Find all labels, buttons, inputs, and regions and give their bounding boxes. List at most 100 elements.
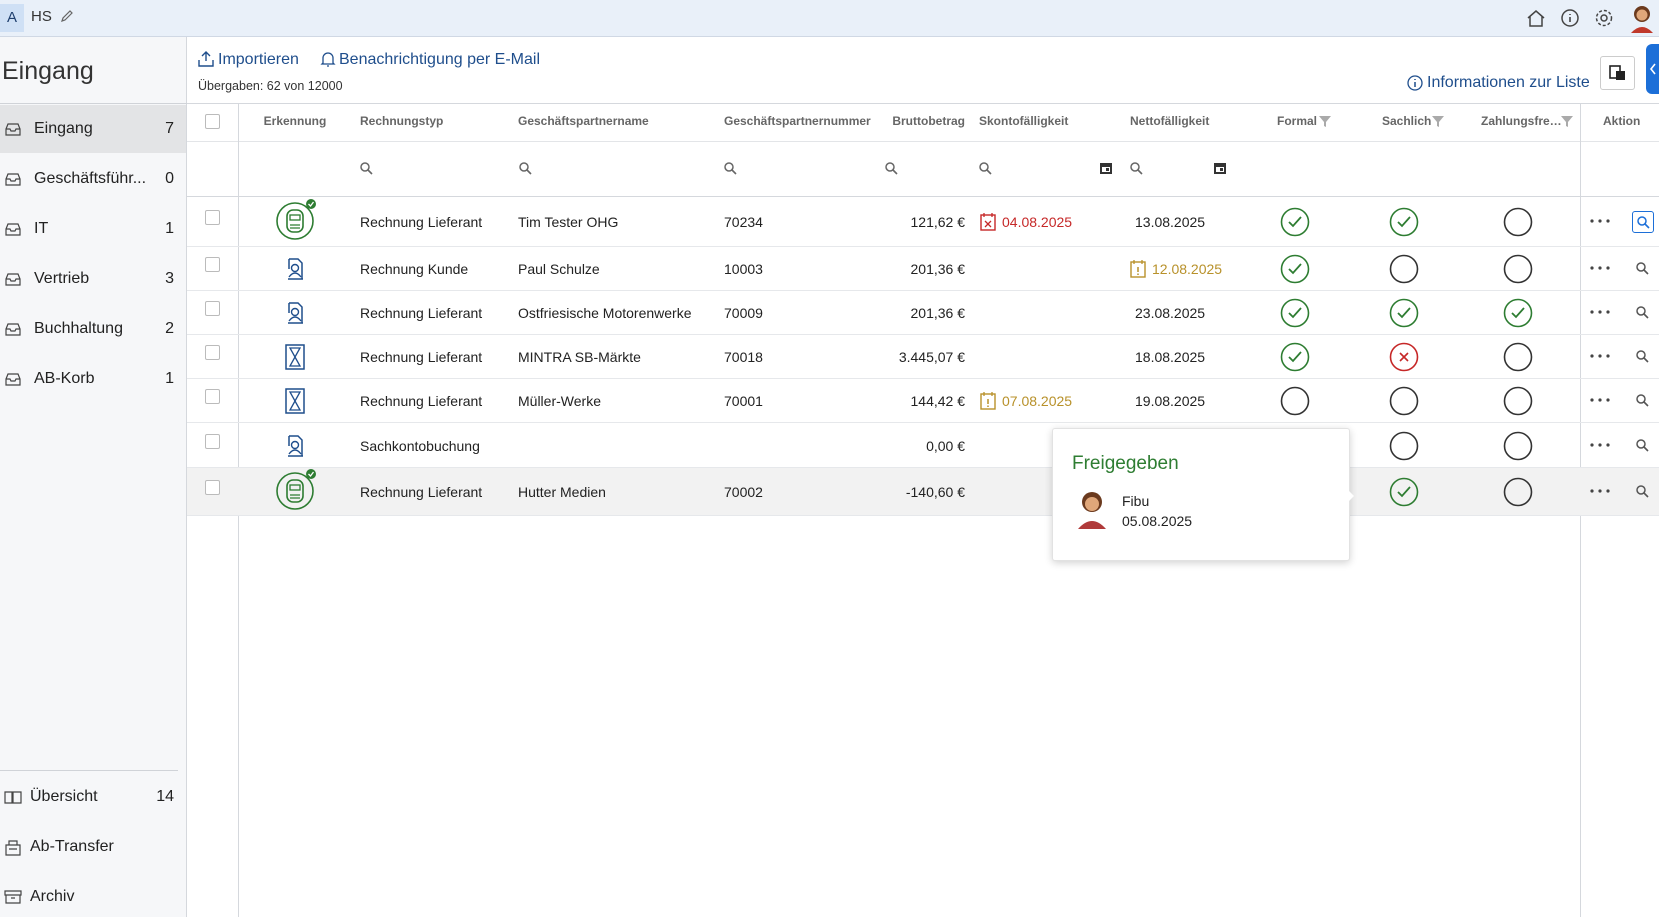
column-header[interactable]: Geschäftspartnername — [518, 114, 649, 128]
notify-button[interactable]: Benachrichtigung per E-Mail — [339, 51, 540, 68]
settings-icon[interactable] — [1593, 7, 1615, 34]
bell-icon[interactable] — [320, 50, 336, 73]
approval-status[interactable] — [1503, 386, 1533, 421]
sidebar-item[interactable]: Geschäftsführ... — [34, 170, 147, 187]
nav-item[interactable]: Archiv — [30, 888, 75, 905]
edit-icon[interactable] — [60, 9, 74, 28]
view-button[interactable] — [1632, 302, 1654, 324]
approval-status[interactable] — [1280, 207, 1310, 242]
nav-icon[interactable] — [3, 889, 23, 910]
approval-status[interactable] — [1389, 207, 1419, 242]
approval-status[interactable] — [1389, 254, 1419, 289]
column-header[interactable]: Skontofälligkeit — [979, 114, 1069, 128]
icon-part — [1606, 442, 1610, 447]
approval-status[interactable] — [1503, 298, 1533, 333]
nav-item[interactable]: Ab-Transfer — [30, 838, 114, 855]
more-actions[interactable] — [1588, 438, 1612, 457]
checkbox[interactable] — [205, 257, 220, 272]
approval-status[interactable] — [1389, 386, 1419, 421]
more-actions[interactable] — [1588, 214, 1612, 233]
checkbox[interactable] — [205, 345, 220, 360]
side-panel-toggle[interactable] — [1646, 44, 1659, 94]
sidebar-item[interactable]: Eingang — [34, 120, 93, 137]
search-field[interactable] — [723, 161, 737, 180]
folder-icon[interactable] — [4, 121, 22, 142]
import-icon[interactable] — [197, 50, 215, 73]
view-button[interactable] — [1632, 435, 1654, 457]
approval-status[interactable] — [1280, 386, 1310, 421]
approval-status[interactable] — [1503, 254, 1533, 289]
folder-icon[interactable] — [4, 321, 22, 342]
avatar[interactable] — [1628, 3, 1656, 38]
column-header[interactable]: Aktion — [1603, 114, 1641, 128]
folder-icon[interactable] — [4, 371, 22, 392]
sidebar-item[interactable]: Buchhaltung — [34, 320, 123, 337]
approval-status[interactable] — [1389, 298, 1419, 333]
import-button[interactable]: Importieren — [218, 51, 299, 68]
more-actions[interactable] — [1588, 393, 1612, 412]
checkbox[interactable] — [205, 301, 220, 316]
checkbox[interactable] — [205, 114, 220, 129]
info-icon[interactable] — [1406, 74, 1424, 97]
folder-icon[interactable] — [4, 271, 22, 292]
approval-status[interactable] — [1280, 298, 1310, 333]
approval-status[interactable] — [1389, 431, 1419, 466]
icon-part — [1636, 262, 1646, 272]
date-picker[interactable] — [1098, 160, 1114, 181]
view-button[interactable] — [1632, 390, 1654, 412]
approval-status[interactable] — [1280, 254, 1310, 289]
home-icon[interactable] — [1525, 7, 1547, 34]
approval-status[interactable] — [1280, 342, 1310, 377]
export-button[interactable] — [1600, 56, 1635, 90]
view-button[interactable] — [1632, 210, 1654, 233]
column-header[interactable]: Geschäftspartnernummer — [724, 114, 871, 128]
column-header[interactable]: Bruttobetrag — [892, 114, 965, 128]
approval-status[interactable] — [1389, 342, 1419, 377]
more-actions[interactable] — [1588, 261, 1612, 280]
column-header[interactable]: Sachlich — [1382, 114, 1432, 128]
approval-status[interactable] — [1503, 477, 1533, 512]
column-header[interactable]: Formal — [1277, 114, 1318, 128]
search-field[interactable] — [518, 161, 532, 180]
folder-icon[interactable] — [4, 171, 22, 192]
checkbox[interactable] — [205, 209, 220, 225]
view-button[interactable] — [1632, 481, 1654, 503]
search-field[interactable] — [1129, 161, 1143, 180]
column-header[interactable]: Zahlungsfre… — [1481, 114, 1562, 128]
nav-icon[interactable] — [3, 839, 23, 862]
checkbox[interactable] — [205, 480, 220, 495]
info-icon[interactable] — [1559, 7, 1581, 34]
icon-part — [1598, 266, 1602, 270]
sidebar-item[interactable]: AB-Korb — [34, 370, 95, 387]
more-actions[interactable] — [1588, 484, 1612, 503]
list-info-link[interactable]: Informationen zur Liste — [1427, 74, 1590, 91]
view-button[interactable] — [1632, 258, 1654, 280]
approval-status[interactable] — [1503, 342, 1533, 377]
badge[interactable]: A — [0, 4, 24, 32]
checkbox[interactable] — [205, 433, 220, 449]
approval-status[interactable] — [1503, 431, 1533, 466]
more-actions[interactable] — [1588, 349, 1612, 368]
search-field[interactable] — [359, 161, 373, 180]
filter-icon[interactable] — [1431, 114, 1445, 133]
folder-icon[interactable] — [4, 221, 22, 242]
column-header[interactable]: Erkennung — [263, 114, 327, 128]
filter-icon[interactable] — [1318, 114, 1332, 133]
icon-part — [1389, 298, 1419, 328]
nav-item[interactable]: Übersicht — [30, 788, 98, 805]
sidebar-item[interactable]: IT — [34, 220, 49, 237]
search-field[interactable] — [884, 161, 898, 180]
filter-icon[interactable] — [1560, 114, 1574, 133]
checkbox[interactable] — [205, 389, 220, 404]
more-actions[interactable] — [1588, 305, 1612, 324]
approval-status[interactable] — [1389, 477, 1419, 512]
search-field[interactable] — [978, 161, 992, 180]
approval-status[interactable] — [1503, 207, 1533, 242]
nav-icon[interactable] — [3, 789, 23, 810]
icon-part — [1636, 306, 1646, 316]
sidebar-item[interactable]: Vertrieb — [34, 270, 90, 287]
column-header[interactable]: Rechnungstyp — [360, 114, 444, 128]
view-button[interactable] — [1632, 346, 1654, 368]
column-header[interactable]: Nettofälligkeit — [1130, 114, 1210, 128]
date-picker[interactable] — [1212, 160, 1228, 181]
